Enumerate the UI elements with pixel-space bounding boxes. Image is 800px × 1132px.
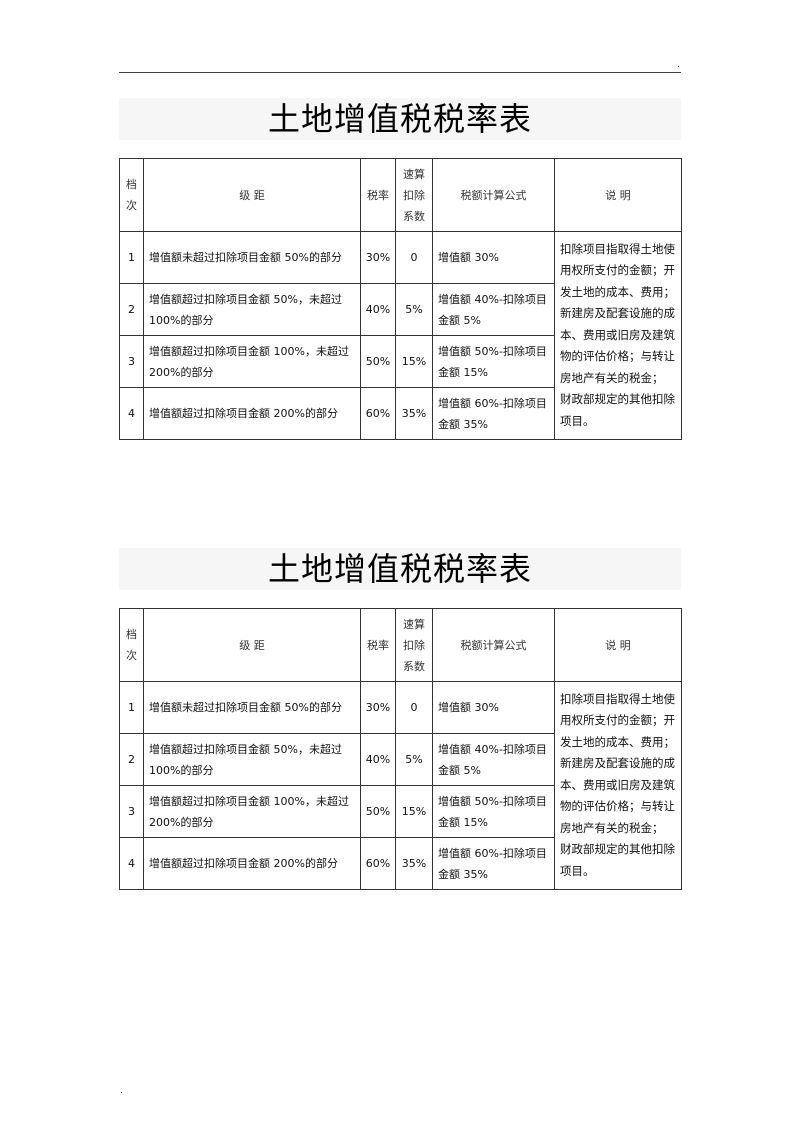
deduction-cell: 15% (395, 335, 433, 388)
deduction-cell: 35% (395, 387, 433, 440)
rate-cell: 50% (360, 785, 396, 838)
rate-cell: 30% (360, 231, 396, 284)
deduction-cell: 0 (395, 681, 433, 734)
grade-cell: 3 (119, 785, 144, 838)
bracket-cell: 增值额超过扣除项目金额 200%的部分 (143, 837, 361, 890)
table-row: 4 增值额超过扣除项目金额 200%的部分 60% 35% 增值额 60%-扣除… (119, 837, 682, 890)
formula-cell: 增值额 40%-扣除项目金额 5% (432, 283, 555, 336)
rate-cell: 60% (360, 837, 396, 890)
table-row: 2 增值额超过扣除项目金额 50%，未超过 100%的部分 40% 5% 增值额… (119, 283, 682, 336)
rate-cell: 40% (360, 733, 396, 786)
header-note: 说 明 (554, 158, 682, 232)
table-row: 4 增值额超过扣除项目金额 200%的部分 60% 35% 增值额 60%-扣除… (119, 387, 682, 440)
header-row: 档次 级 距 税率 速算扣除系数 税额计算公式 说 明 (119, 158, 682, 232)
table-row: 1 增值额未超过扣除项目金额 50%的部分 30% 0 增值额 30% 扣除项目… (119, 231, 682, 440)
table-row: 3 增值额超过扣除项目金额 100%，未超过 200%的部分 50% 15% 增… (119, 785, 682, 838)
grade-cell: 4 (119, 837, 144, 890)
grade-cell: 3 (119, 335, 144, 388)
table-row: 1 增值额未超过扣除项目金额 50%的部分 30% 0 增值额 30% 扣除项目… (119, 681, 682, 890)
grade-cell: 4 (119, 387, 144, 440)
bracket-cell: 增值额未超过扣除项目金额 50%的部分 (143, 231, 361, 284)
bracket-cell: 增值额超过扣除项目金额 50%，未超过 100%的部分 (143, 283, 361, 336)
bracket-cell: 增值额超过扣除项目金额 100%，未超过 200%的部分 (143, 335, 361, 388)
formula-cell: 增值额 60%-扣除项目金额 35% (432, 387, 555, 440)
header-grade: 档次 (119, 158, 144, 232)
header-formula: 税额计算公式 (432, 158, 555, 232)
header-bracket: 级 距 (143, 608, 361, 682)
grade-cell: 2 (119, 733, 144, 786)
header-deduction: 速算扣除系数 (395, 608, 433, 682)
header-rule (119, 72, 681, 73)
formula-cell: 增值额 30% (432, 681, 555, 734)
deduction-cell: 0 (395, 231, 433, 284)
note-cell: 扣除项目指取得土地使用权所支付的金额；开发土地的成本、费用；新建房及配套设施的成… (554, 681, 682, 890)
page-mark-top: . (677, 60, 680, 70)
page-mark-bottom: . (120, 1086, 123, 1096)
header-formula: 税额计算公式 (432, 608, 555, 682)
formula-cell: 增值额 40%-扣除项目金额 5% (432, 733, 555, 786)
header-note: 说 明 (554, 608, 682, 682)
tax-table-section-2: 土地增值税税率表 档次 级 距 税率 速算扣除系数 税额计算公式 说 明 1 增… (119, 548, 682, 890)
header-grade: 档次 (119, 608, 144, 682)
bracket-cell: 增值额未超过扣除项目金额 50%的部分 (143, 681, 361, 734)
table-title: 土地增值税税率表 (119, 98, 681, 140)
header-deduction: 速算扣除系数 (395, 158, 433, 232)
rate-cell: 30% (360, 681, 396, 734)
table-row: 3 增值额超过扣除项目金额 100%，未超过 200%的部分 50% 15% 增… (119, 335, 682, 388)
header-bracket: 级 距 (143, 158, 361, 232)
deduction-cell: 5% (395, 283, 433, 336)
rate-cell: 40% (360, 283, 396, 336)
note-cell: 扣除项目指取得土地使用权所支付的金额；开发土地的成本、费用；新建房及配套设施的成… (554, 231, 682, 440)
deduction-cell: 35% (395, 837, 433, 890)
tax-rate-table: 档次 级 距 税率 速算扣除系数 税额计算公式 说 明 1 增值额未超过扣除项目… (119, 608, 682, 890)
table-title: 土地增值税税率表 (119, 548, 681, 590)
formula-cell: 增值额 60%-扣除项目金额 35% (432, 837, 555, 890)
grade-cell: 2 (119, 283, 144, 336)
bracket-cell: 增值额超过扣除项目金额 100%，未超过 200%的部分 (143, 785, 361, 838)
grade-cell: 1 (119, 231, 144, 284)
rate-cell: 60% (360, 387, 396, 440)
tax-rate-table: 档次 级 距 税率 速算扣除系数 税额计算公式 说 明 1 增值额未超过扣除项目… (119, 158, 682, 440)
header-row: 档次 级 距 税率 速算扣除系数 税额计算公式 说 明 (119, 608, 682, 682)
deduction-cell: 15% (395, 785, 433, 838)
deduction-cell: 5% (395, 733, 433, 786)
rate-cell: 50% (360, 335, 396, 388)
formula-cell: 增值额 50%-扣除项目金额 15% (432, 785, 555, 838)
formula-cell: 增值额 30% (432, 231, 555, 284)
tax-table-section-1: 土地增值税税率表 档次 级 距 税率 速算扣除系数 税额计算公式 说 明 1 增… (119, 98, 682, 440)
formula-cell: 增值额 50%-扣除项目金额 15% (432, 335, 555, 388)
header-rate: 税率 (360, 158, 396, 232)
bracket-cell: 增值额超过扣除项目金额 50%，未超过 100%的部分 (143, 733, 361, 786)
header-rate: 税率 (360, 608, 396, 682)
bracket-cell: 增值额超过扣除项目金额 200%的部分 (143, 387, 361, 440)
grade-cell: 1 (119, 681, 144, 734)
